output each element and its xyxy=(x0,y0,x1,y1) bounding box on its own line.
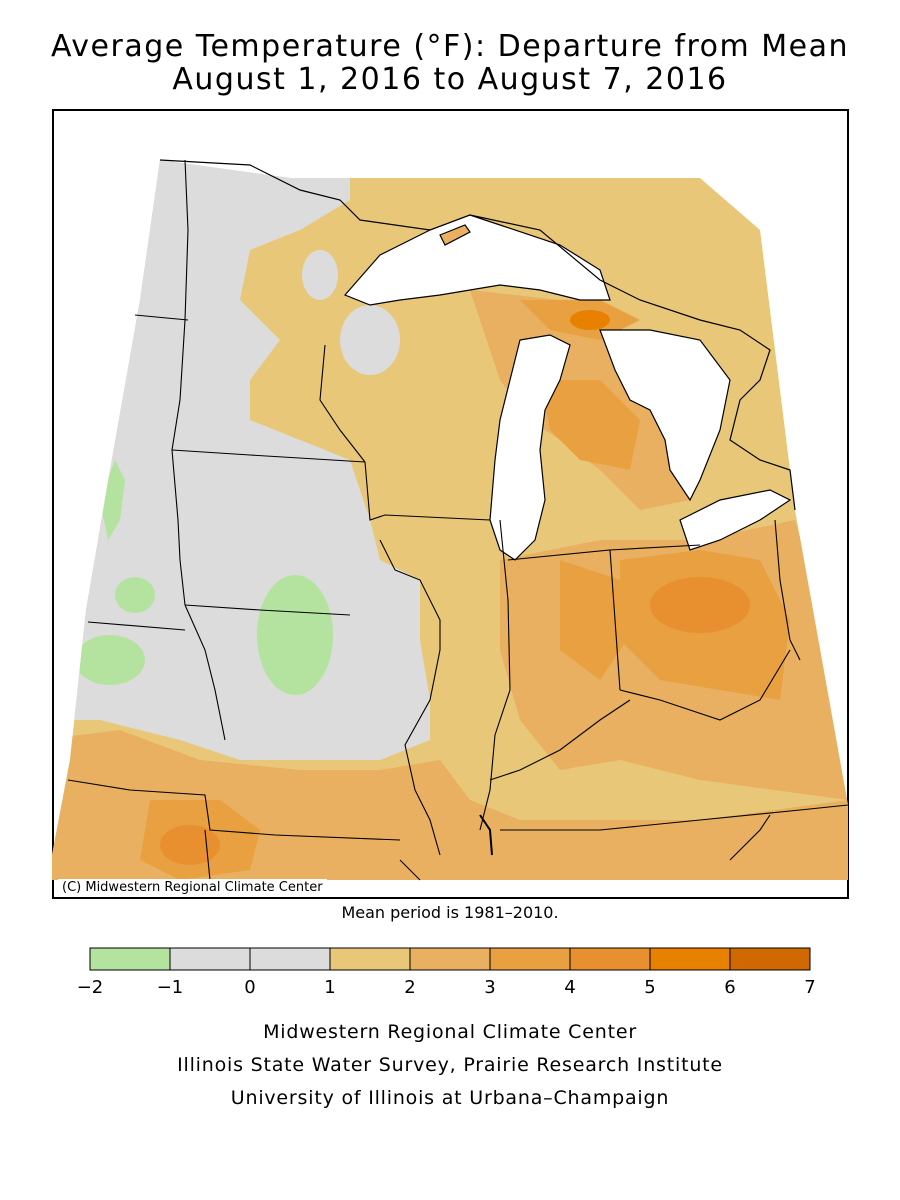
mean-period-note: Mean period is 1981–2010. xyxy=(341,903,559,922)
lake-michigan xyxy=(489,334,571,561)
river-kentucky-lake xyxy=(479,814,493,856)
legend-swatch xyxy=(729,947,811,971)
legend-tick-label: 3 xyxy=(484,977,496,998)
legend-tick-label: 7 xyxy=(804,977,816,998)
legend-swatch xyxy=(89,947,171,971)
legend-tick-label: −1 xyxy=(156,977,184,998)
state-borders xyxy=(67,159,849,881)
map-title: Average Temperature (°F): Departure from… xyxy=(51,29,849,64)
legend-swatch xyxy=(169,947,251,971)
legend-swatch xyxy=(649,947,731,971)
legend-tick-label: 5 xyxy=(644,977,656,998)
legend-tick-label: −2 xyxy=(76,977,104,998)
legend-swatch xyxy=(569,947,651,971)
credit-uiuc: University of Illinois at Urbana–Champai… xyxy=(230,1087,670,1109)
map-subtitle: August 1, 2016 to August 7, 2016 xyxy=(172,62,728,97)
legend-swatch xyxy=(249,947,331,971)
legend-tick-label: 0 xyxy=(244,977,256,998)
legend-swatch xyxy=(489,947,571,971)
credit-isws: Illinois State Water Survey, Prairie Res… xyxy=(177,1054,723,1076)
great-lakes xyxy=(343,214,792,561)
lake-huron xyxy=(599,329,731,502)
border-canada xyxy=(159,159,796,511)
legend-tick-label: 6 xyxy=(724,977,736,998)
credit-mrcc: Midwestern Regional Climate Center xyxy=(263,1021,637,1043)
lake-erie xyxy=(679,489,792,551)
legend-tick-label: 1 xyxy=(324,977,336,998)
region-cool xyxy=(257,575,333,695)
legend-tick-label: 2 xyxy=(404,977,416,998)
region-warmest xyxy=(650,577,750,633)
legend-tick-label: 4 xyxy=(564,977,576,998)
map-copyright: (C) Midwestern Regional Climate Center xyxy=(58,879,327,896)
legend-swatch xyxy=(409,947,491,971)
legend-swatch xyxy=(329,947,411,971)
